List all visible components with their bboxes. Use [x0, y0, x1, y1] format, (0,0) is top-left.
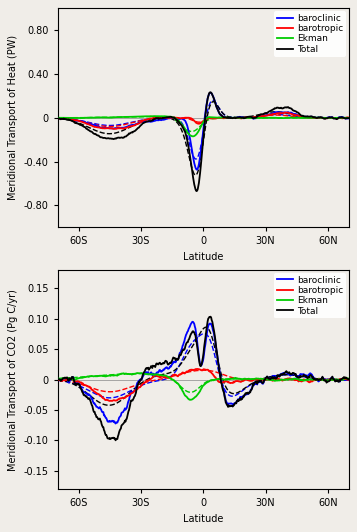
barotropic — [341, 376, 345, 382]
Total — [208, 313, 213, 320]
Line: baroclinic: baroclinic — [58, 322, 349, 423]
Line: baroclinic: baroclinic — [58, 93, 349, 170]
Legend: baroclinic, barotropic, Ekman, Total: baroclinic, barotropic, Ekman, Total — [275, 273, 346, 318]
Ekman — [341, 114, 345, 121]
Ekman — [197, 127, 201, 134]
barotropic — [283, 110, 287, 116]
Total — [214, 346, 218, 352]
Ekman — [195, 392, 199, 398]
Total — [56, 115, 60, 121]
barotropic — [230, 380, 234, 386]
barotropic — [214, 115, 218, 122]
Ekman — [197, 389, 201, 396]
barotropic — [56, 377, 60, 383]
barotropic — [347, 114, 351, 121]
Line: Ekman: Ekman — [58, 116, 349, 136]
baroclinic — [196, 163, 201, 170]
Total — [196, 183, 201, 189]
Ekman — [347, 376, 351, 382]
Total — [341, 375, 345, 381]
Y-axis label: Meridional Transport of CO2 (Pg C/yr): Meridional Transport of CO2 (Pg C/yr) — [8, 289, 18, 471]
baroclinic — [194, 165, 198, 172]
baroclinic — [295, 374, 300, 380]
Line: Total: Total — [58, 92, 349, 191]
barotropic — [195, 365, 199, 372]
barotropic — [56, 115, 60, 121]
baroclinic — [347, 115, 351, 121]
barotropic — [295, 112, 300, 119]
Legend: baroclinic, barotropic, Ekman, Total: baroclinic, barotropic, Ekman, Total — [275, 11, 346, 56]
Line: barotropic: barotropic — [58, 369, 349, 401]
Total — [56, 376, 60, 383]
baroclinic — [195, 339, 199, 345]
Total — [196, 352, 201, 359]
Ekman — [135, 370, 139, 376]
baroclinic — [230, 401, 234, 407]
barotropic — [195, 366, 199, 372]
Ekman — [230, 376, 234, 382]
baroclinic — [208, 89, 213, 96]
X-axis label: Latitude: Latitude — [183, 514, 223, 523]
barotropic — [197, 366, 201, 372]
Ekman — [56, 114, 60, 121]
barotropic — [195, 120, 199, 126]
Total — [230, 115, 234, 121]
Total — [347, 115, 351, 121]
barotropic — [196, 120, 201, 127]
Total — [194, 187, 198, 194]
Total — [341, 114, 345, 121]
Ekman — [158, 113, 162, 119]
Ekman — [214, 114, 218, 121]
baroclinic — [295, 112, 300, 118]
Total — [295, 374, 300, 380]
baroclinic — [114, 420, 118, 427]
Total — [208, 89, 213, 95]
barotropic — [214, 376, 218, 382]
Total — [195, 339, 199, 345]
barotropic — [110, 398, 114, 404]
baroclinic — [190, 319, 195, 325]
baroclinic — [347, 377, 351, 383]
baroclinic — [56, 115, 60, 121]
baroclinic — [341, 376, 345, 383]
baroclinic — [230, 115, 234, 121]
X-axis label: Latitude: Latitude — [183, 252, 223, 262]
barotropic — [341, 115, 345, 121]
barotropic — [113, 126, 117, 132]
Ekman — [347, 115, 351, 121]
Total — [347, 376, 351, 383]
Ekman — [341, 377, 345, 383]
baroclinic — [56, 376, 60, 383]
barotropic — [347, 377, 351, 383]
baroclinic — [214, 347, 218, 353]
Total — [230, 403, 234, 409]
Total — [214, 104, 218, 110]
Ekman — [230, 115, 234, 121]
Line: barotropic: barotropic — [58, 113, 349, 129]
Ekman — [56, 376, 60, 383]
barotropic — [230, 115, 234, 121]
baroclinic — [341, 114, 345, 120]
Line: Total: Total — [58, 317, 349, 440]
Ekman — [295, 376, 300, 382]
Ekman — [295, 114, 300, 121]
Ekman — [195, 130, 199, 137]
Total — [295, 109, 300, 115]
Ekman — [188, 397, 193, 403]
Line: Ekman: Ekman — [58, 373, 349, 400]
Ekman — [191, 133, 195, 139]
Ekman — [214, 376, 218, 383]
Y-axis label: Meridional Transport of Heat (PW): Meridional Transport of Heat (PW) — [9, 35, 19, 201]
Total — [195, 188, 199, 194]
barotropic — [295, 377, 300, 384]
baroclinic — [195, 167, 199, 173]
Total — [114, 437, 118, 444]
baroclinic — [214, 103, 218, 110]
baroclinic — [197, 353, 201, 360]
